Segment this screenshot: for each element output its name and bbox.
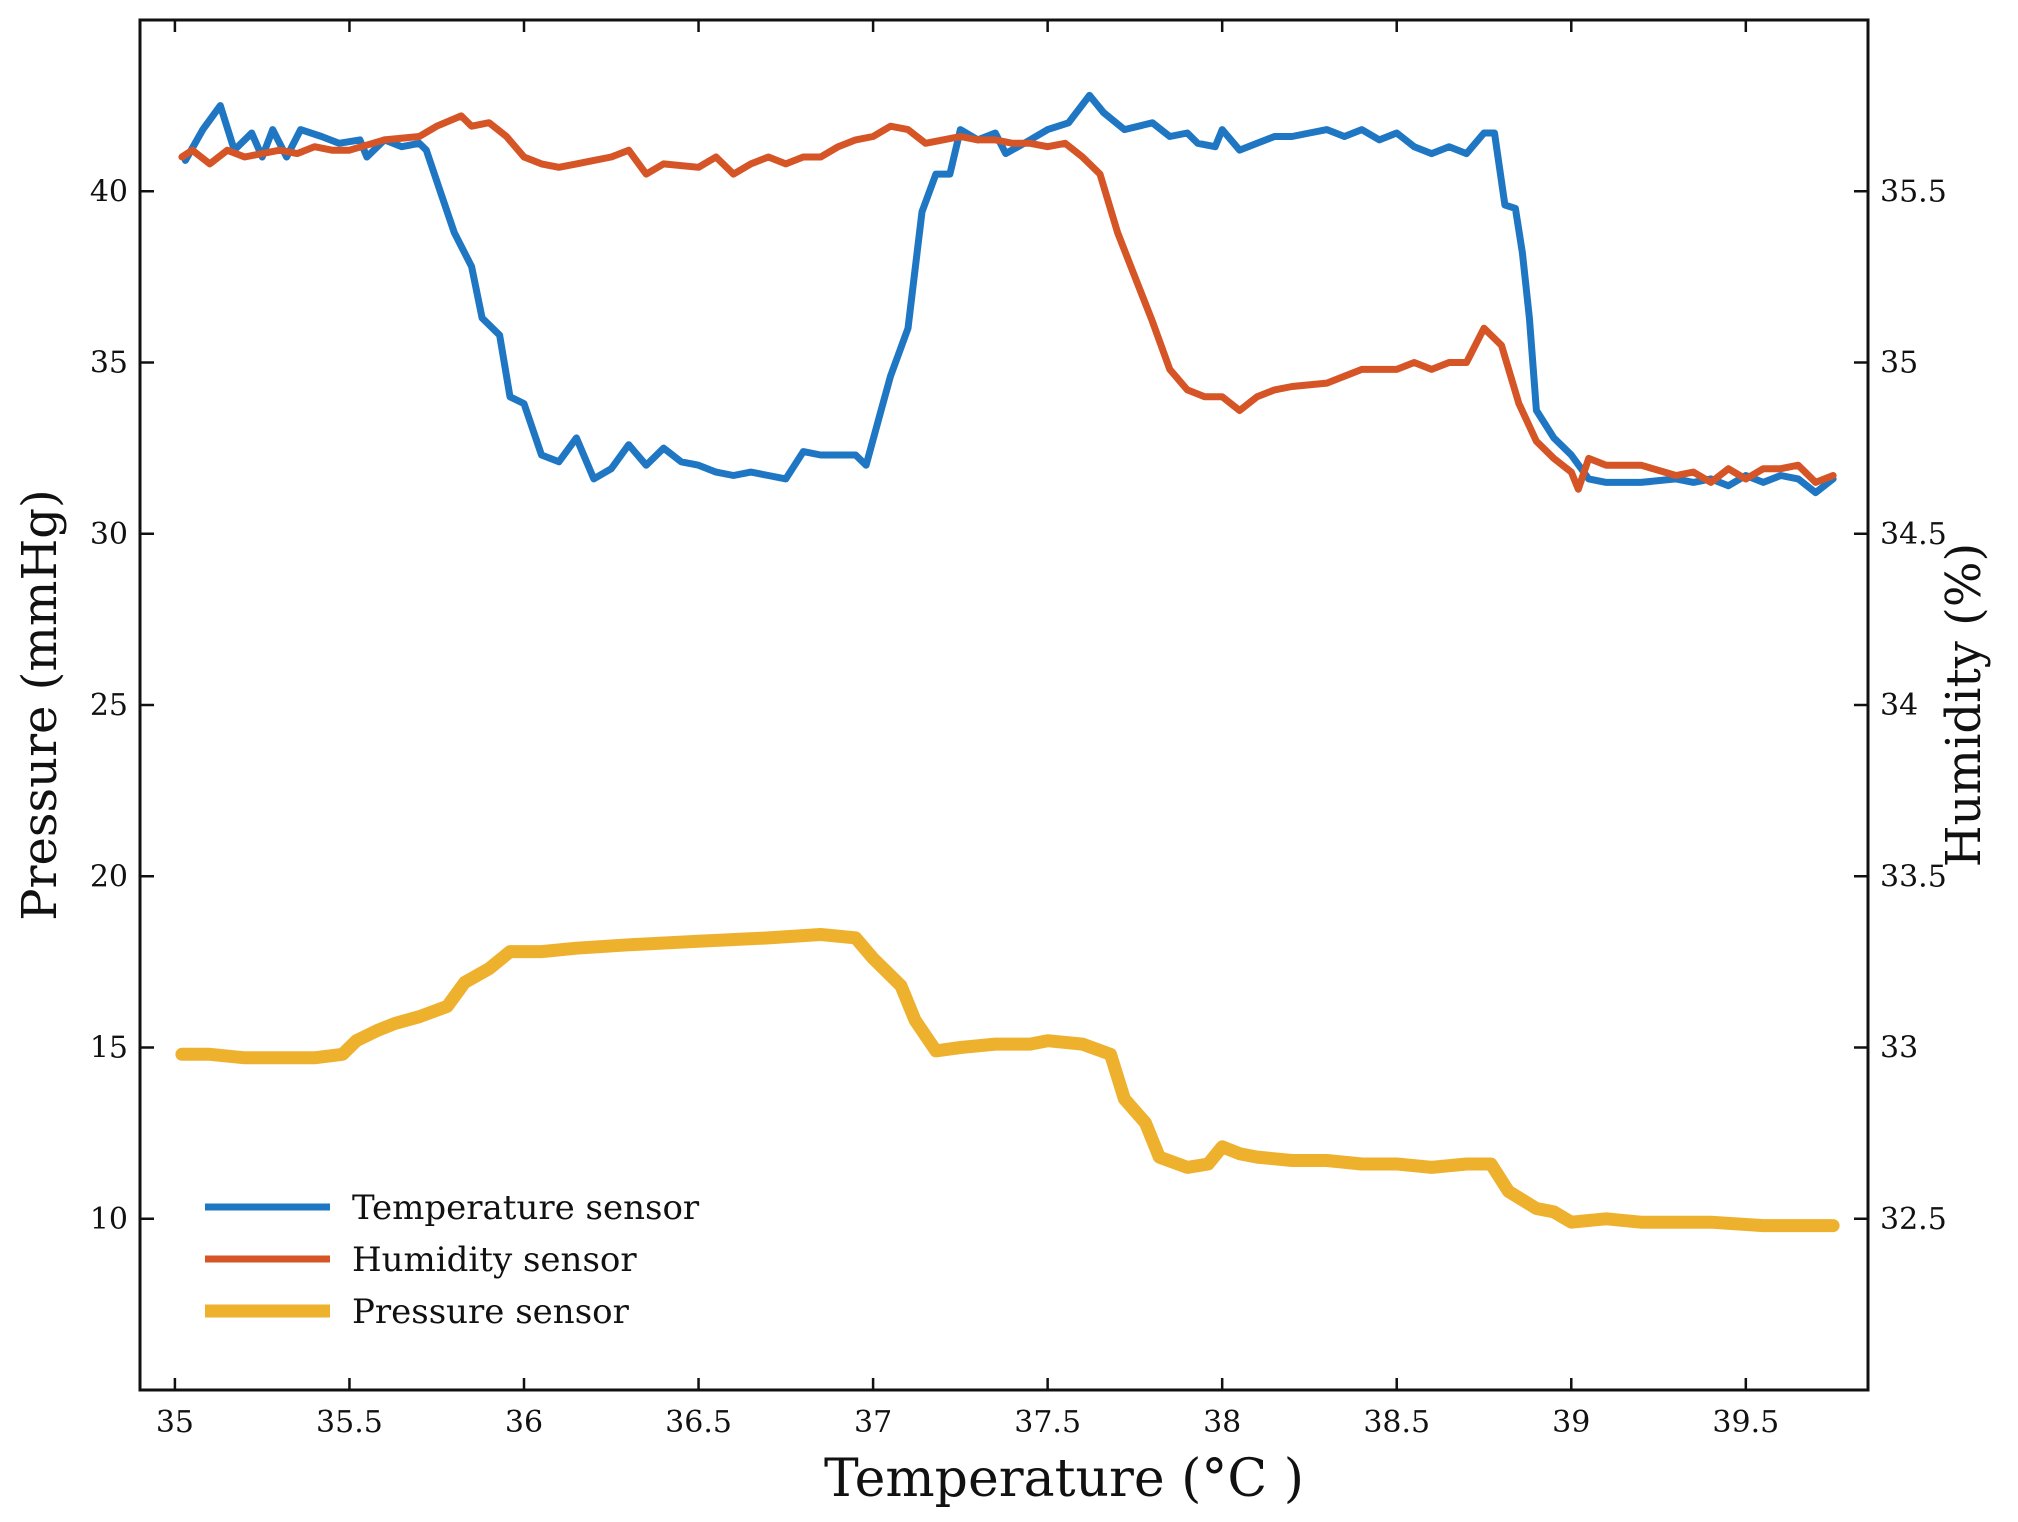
series-layer [175,91,1840,1233]
y-right-tick-label: 33.5 [1880,859,1947,894]
y-left-tick-label: 35 [90,346,128,381]
y-left-tick-label: 10 [90,1202,128,1237]
y-right-tick-label: 33 [1880,1031,1918,1066]
x-tick-label: 36.5 [665,1405,732,1440]
x-tick-label: 35.5 [316,1405,383,1440]
x-tick-label: 36 [505,1405,543,1440]
y-left-tick-label: 15 [90,1031,128,1066]
y-right-tick-label: 35.5 [1880,174,1947,209]
legend-label-temperature-sensor: Temperature sensor [352,1188,700,1228]
y-left-tick-label: 40 [90,174,128,209]
series-line-pressure-sensor [175,928,1840,1233]
x-tick-label: 38.5 [1363,1405,1430,1440]
y-left-axis-ticks: 10 15 20 25 30 35 40 [90,174,154,1237]
x-tick-label: 38 [1203,1405,1241,1440]
legend-label-humidity-sensor: Humidity sensor [352,1240,637,1280]
y-left-tick-label: 20 [90,859,128,894]
series-line-humidity-sensor [178,112,1837,493]
y-right-tick-label: 34 [1880,688,1918,723]
y-left-tick-label: 25 [90,688,128,723]
y-right-tick-label: 35 [1880,346,1918,381]
y-right-tick-label: 32.5 [1880,1202,1947,1237]
x-tick-label: 35 [156,1405,194,1440]
x-tick-label: 37 [854,1405,892,1440]
y-right-axis-title: Humidity (%) [1936,543,1992,867]
y-left-tick-label: 30 [90,517,128,552]
x-tick-label: 39.5 [1712,1405,1779,1440]
x-axis-ticks: 35 35.5 36 36.5 37 37.5 38 38.5 39 39.5 [156,20,1779,1440]
x-axis-title: Temperature (°C ) [824,1449,1304,1509]
y-right-tick-label: 34.5 [1880,517,1947,552]
y-right-axis-ticks: 32.5 33 33.5 34 34.5 35 35.5 [1854,174,1947,1237]
y-left-axis-title: Pressure (mmHg) [12,489,68,921]
x-tick-label: 39 [1552,1405,1590,1440]
legend: Temperature sensor Humidity sensor Pressur… [205,1188,700,1332]
x-tick-label: 37.5 [1014,1405,1081,1440]
legend-label-pressure-sensor: Pressure sensor [352,1292,630,1332]
